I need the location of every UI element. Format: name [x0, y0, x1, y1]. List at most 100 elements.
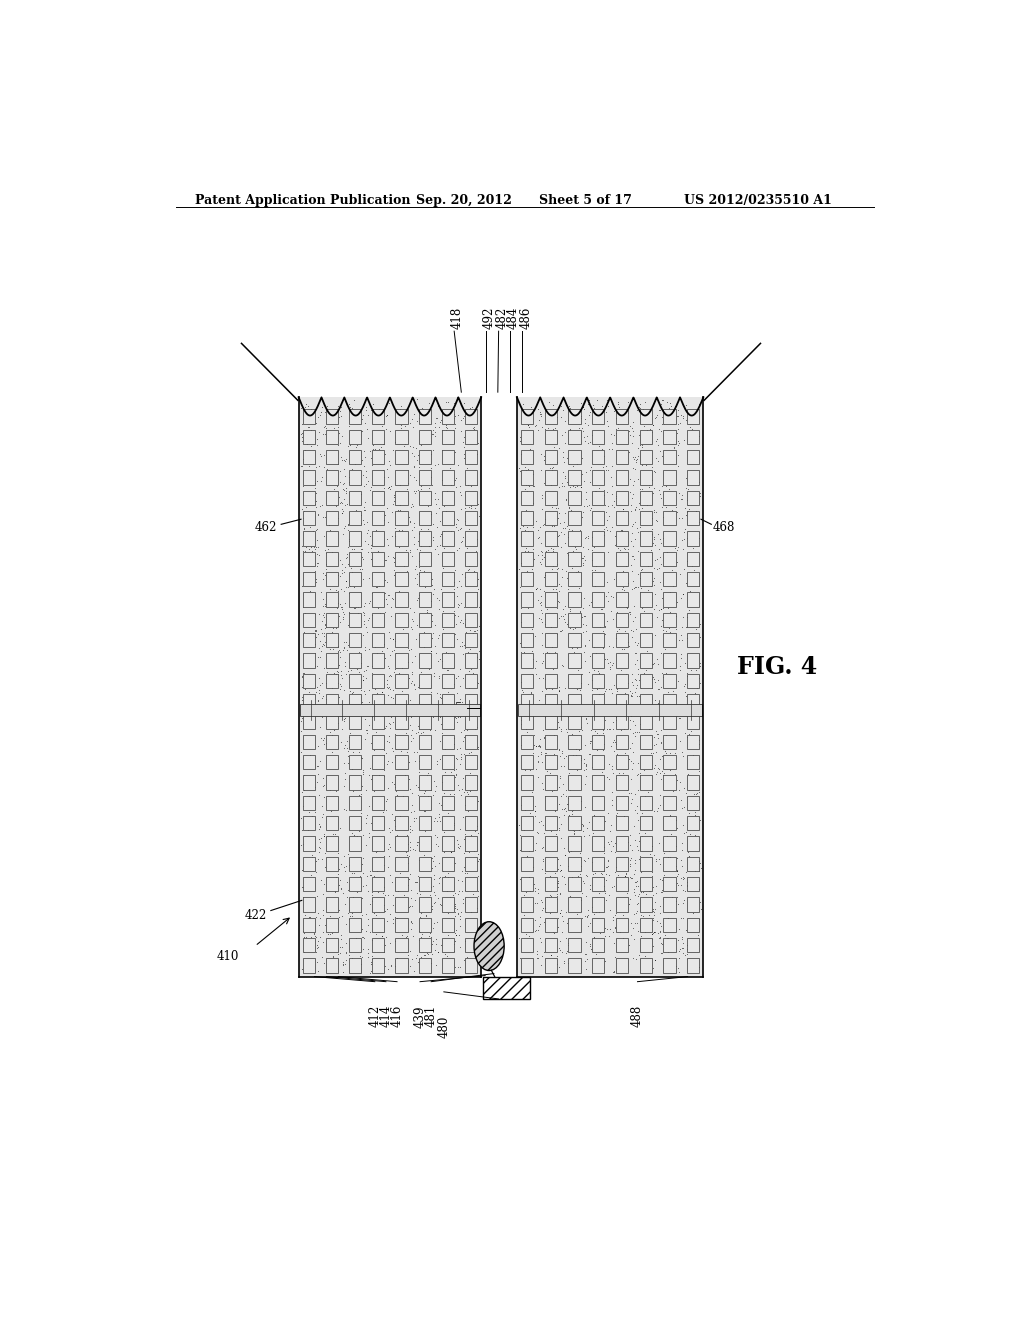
Bar	[441, 755, 454, 770]
Bar	[303, 939, 315, 952]
Bar	[465, 917, 477, 932]
Bar	[349, 470, 361, 484]
Bar	[326, 572, 338, 586]
Bar	[640, 572, 652, 586]
Bar	[372, 694, 384, 709]
Bar	[419, 735, 431, 748]
Bar	[664, 796, 676, 810]
Bar	[372, 653, 384, 668]
Bar	[419, 775, 431, 789]
Bar	[303, 796, 315, 810]
Bar	[640, 409, 652, 424]
Bar	[687, 593, 699, 607]
Bar	[419, 634, 431, 647]
Bar	[303, 511, 315, 525]
Bar	[592, 430, 604, 444]
Bar	[568, 816, 581, 830]
Bar	[419, 958, 431, 973]
Bar	[465, 593, 477, 607]
Bar	[372, 796, 384, 810]
Bar	[664, 572, 676, 586]
Bar	[349, 634, 361, 647]
Bar	[615, 532, 628, 545]
Bar	[419, 430, 431, 444]
Bar	[615, 735, 628, 748]
Bar	[545, 450, 557, 465]
Bar	[326, 898, 338, 912]
Bar	[640, 491, 652, 506]
Bar	[441, 593, 454, 607]
Bar	[664, 653, 676, 668]
Bar	[372, 735, 384, 748]
Bar	[303, 430, 315, 444]
Bar	[592, 837, 604, 850]
Bar	[303, 714, 315, 729]
Bar	[441, 430, 454, 444]
Bar	[687, 775, 699, 789]
Bar	[419, 837, 431, 850]
Bar	[465, 958, 477, 973]
Bar	[568, 470, 581, 484]
Text: 468: 468	[713, 521, 735, 533]
Bar	[419, 593, 431, 607]
Bar	[687, 634, 699, 647]
Bar	[521, 430, 534, 444]
Bar	[395, 898, 408, 912]
Bar	[545, 857, 557, 871]
Bar	[592, 450, 604, 465]
Bar	[568, 491, 581, 506]
Bar	[395, 714, 408, 729]
Text: 495: 495	[440, 701, 463, 714]
Bar	[372, 409, 384, 424]
Bar	[349, 917, 361, 932]
Bar	[419, 470, 431, 484]
Text: 481: 481	[425, 1005, 437, 1027]
Bar	[664, 612, 676, 627]
Bar	[545, 470, 557, 484]
Bar	[326, 593, 338, 607]
Bar	[372, 755, 384, 770]
Bar	[615, 796, 628, 810]
Bar	[568, 634, 581, 647]
Bar	[441, 898, 454, 912]
Bar	[664, 837, 676, 850]
Bar	[303, 837, 315, 850]
Bar	[592, 735, 604, 748]
Bar	[615, 837, 628, 850]
Bar	[615, 572, 628, 586]
Bar	[517, 397, 703, 977]
Bar	[568, 430, 581, 444]
Bar	[419, 939, 431, 952]
Bar	[664, 593, 676, 607]
Bar	[441, 735, 454, 748]
Bar	[303, 552, 315, 566]
Bar	[687, 552, 699, 566]
Bar	[326, 735, 338, 748]
Bar	[419, 572, 431, 586]
Bar	[395, 816, 408, 830]
Text: 462: 462	[255, 521, 278, 533]
Bar	[568, 511, 581, 525]
Bar	[465, 857, 477, 871]
Bar	[441, 491, 454, 506]
Bar	[615, 775, 628, 789]
Text: Sep. 20, 2012: Sep. 20, 2012	[416, 194, 512, 207]
Bar	[349, 653, 361, 668]
Bar	[303, 876, 315, 891]
Bar	[326, 409, 338, 424]
Bar	[372, 857, 384, 871]
Bar	[545, 796, 557, 810]
Bar	[640, 735, 652, 748]
Bar	[687, 409, 699, 424]
Bar	[395, 491, 408, 506]
Bar	[545, 612, 557, 627]
Bar	[521, 857, 534, 871]
Bar	[521, 694, 534, 709]
Bar	[521, 735, 534, 748]
Bar	[664, 552, 676, 566]
Bar	[615, 673, 628, 688]
Bar	[640, 593, 652, 607]
Bar	[568, 876, 581, 891]
Bar	[395, 552, 408, 566]
Bar	[545, 572, 557, 586]
